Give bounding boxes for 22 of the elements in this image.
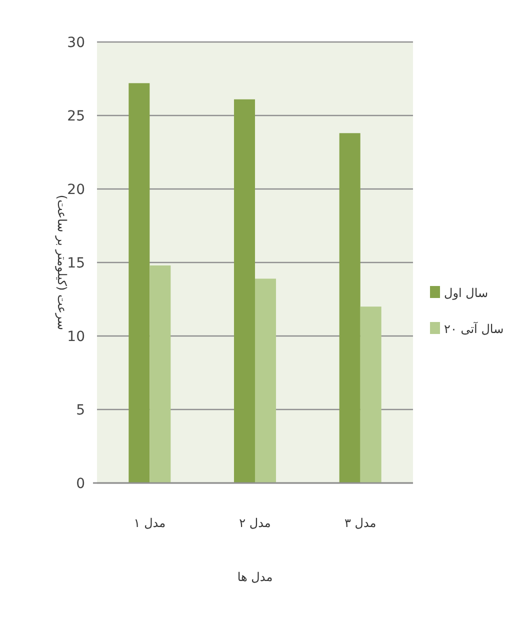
x-tick-label: مدل ۱ xyxy=(134,516,166,530)
legend-item: ۲۰ سال آتی xyxy=(430,322,504,336)
x-tick-label: مدل ۳ xyxy=(344,516,376,530)
bar xyxy=(150,265,171,483)
bar xyxy=(255,278,276,483)
y-tick-label: 0 xyxy=(76,476,85,492)
y-axis-title: سرعت (کیلومتر بر ساعت) xyxy=(55,194,69,330)
y-tick-label: 20 xyxy=(67,182,85,198)
y-tick-label: 30 xyxy=(67,35,85,51)
x-axis-title: مدل ها xyxy=(237,570,273,584)
legend-label: سال اول xyxy=(444,286,488,300)
bar xyxy=(339,133,360,483)
bar xyxy=(128,83,150,483)
y-tick-label: 10 xyxy=(67,329,85,345)
x-tick-label: مدل ۲ xyxy=(239,516,271,530)
legend-label: ۲۰ سال آتی xyxy=(444,321,504,336)
bar xyxy=(360,306,382,483)
y-tick-label: 5 xyxy=(76,402,85,418)
y-tick-label: 25 xyxy=(67,108,85,124)
y-tick-label: 15 xyxy=(67,256,85,272)
legend-item: سال اول xyxy=(430,286,488,300)
bar xyxy=(234,99,255,483)
